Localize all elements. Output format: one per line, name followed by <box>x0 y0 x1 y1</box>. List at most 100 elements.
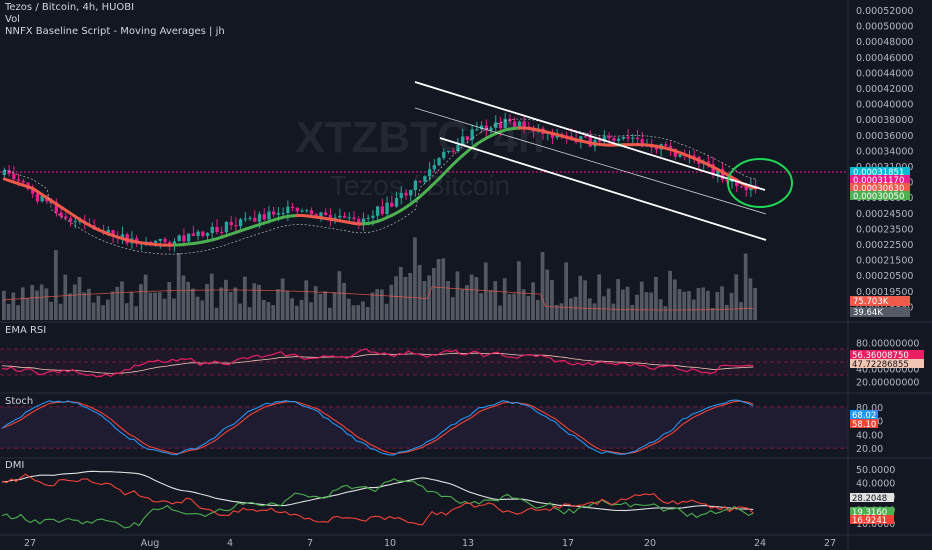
candle-body <box>54 202 58 213</box>
candle-body <box>333 217 337 219</box>
volume-bar <box>639 281 644 320</box>
candle-body <box>309 210 314 215</box>
candle-body <box>654 147 659 150</box>
price-axis-label: 0.00050000 <box>856 22 913 33</box>
volume-bar <box>441 258 446 320</box>
price-axis-label: 0.00021500 <box>856 256 913 267</box>
dmi-tag-bg <box>850 493 894 502</box>
candle-body <box>16 179 21 181</box>
volume-bar <box>597 274 602 320</box>
volume-bar <box>124 303 129 320</box>
volume-bar <box>517 261 521 320</box>
volume-bar <box>91 302 96 320</box>
candle-body <box>399 192 403 198</box>
candle-body <box>224 221 229 233</box>
dmi-tag-bg <box>850 515 894 524</box>
volume-bar <box>157 292 162 320</box>
volume-bar <box>668 270 672 320</box>
candle-body <box>338 215 342 218</box>
volume-bar <box>285 290 290 320</box>
volume-bar <box>465 285 469 320</box>
candle-body <box>706 161 711 164</box>
candle-body <box>191 233 196 236</box>
volume-bar <box>498 305 502 320</box>
candle-body <box>470 129 474 140</box>
stoch-tag: 68.02 <box>852 411 876 421</box>
volume-bar <box>375 289 379 320</box>
price-axis-label: 0.00023500 <box>856 224 913 235</box>
dmi-pane-title[interactable]: DMI <box>5 460 25 471</box>
candle-body <box>314 214 318 217</box>
volume-bar <box>488 290 493 320</box>
volume-bar <box>611 303 616 320</box>
volume-bar <box>748 278 753 320</box>
volume-bar <box>167 281 172 320</box>
volume-bar <box>739 302 743 320</box>
candle-body <box>281 213 285 215</box>
candle-body <box>484 125 488 131</box>
price-tag-bg <box>850 175 910 184</box>
candle-body <box>253 217 257 222</box>
volume-bar <box>408 273 413 320</box>
candle-body <box>158 238 162 241</box>
price-axis-label: 0.00040000 <box>856 100 913 111</box>
volume-bar <box>380 289 384 320</box>
vol-label[interactable]: Vol <box>5 14 20 25</box>
candle-body <box>409 190 413 196</box>
volume-bar <box>356 305 361 320</box>
volume-ma-line <box>1 286 754 311</box>
volume-bar <box>238 303 242 320</box>
candle-body <box>300 210 304 212</box>
candle-body <box>475 129 479 131</box>
candle-body <box>668 145 673 149</box>
stoch-pane-title[interactable]: Stoch <box>5 396 34 407</box>
volume-bar <box>342 282 346 320</box>
candle-body <box>342 215 347 218</box>
rsi-pane-title[interactable]: EMA RSI <box>5 325 47 336</box>
volume-bar <box>209 273 214 320</box>
price-tag: 0.00030630 <box>853 184 904 194</box>
candle-body <box>35 193 40 202</box>
volume-bar <box>389 284 394 320</box>
volume-bar <box>39 284 44 320</box>
candle-body <box>319 212 323 217</box>
rsi-axis-label: 40.00000000 <box>856 365 919 376</box>
volume-bar <box>205 283 209 320</box>
candle-body <box>513 121 517 128</box>
candle-body <box>442 151 446 158</box>
candle-body <box>451 150 455 152</box>
candle-body <box>394 197 399 207</box>
dmi-axis-label: 10.0000 <box>856 519 895 530</box>
price-tag-bg <box>850 191 910 200</box>
candle-body <box>328 215 333 219</box>
volume-bar <box>276 289 280 320</box>
time-axis-label: 27 <box>24 538 36 549</box>
candle-body <box>248 217 252 219</box>
candle-body <box>711 163 715 176</box>
candle-body <box>234 225 238 227</box>
volume-bars <box>2 237 757 320</box>
candle-body <box>153 240 158 243</box>
candle-body <box>612 138 616 141</box>
candle-body <box>522 121 526 128</box>
volume-bar <box>455 271 460 320</box>
volume-bar <box>677 289 682 320</box>
volume-bar <box>559 303 564 320</box>
volume-bar <box>20 287 25 320</box>
watermark-symbol: XTZBTC, 4h <box>295 113 544 162</box>
baseline-script-label[interactable]: NNFX Baseline Script - Moving Averages |… <box>5 26 225 37</box>
candle-body <box>68 218 73 222</box>
candle-body <box>186 233 191 242</box>
price-axis-label: 0.00024500 <box>856 209 913 220</box>
candle-body <box>172 241 177 245</box>
volume-bar <box>304 280 309 320</box>
volume-bar <box>606 288 611 320</box>
volume-bar <box>587 298 592 320</box>
symbol-title[interactable]: Tezos / Bitcoin, 4h, HUOBI <box>5 2 135 13</box>
volume-bar <box>701 287 706 320</box>
dmi-tag: 19.3160 <box>852 508 887 518</box>
stoch-k-line <box>1 399 754 456</box>
baseline-ma-segment <box>749 185 758 190</box>
dmi-axis-label: 40.0000 <box>856 478 895 489</box>
